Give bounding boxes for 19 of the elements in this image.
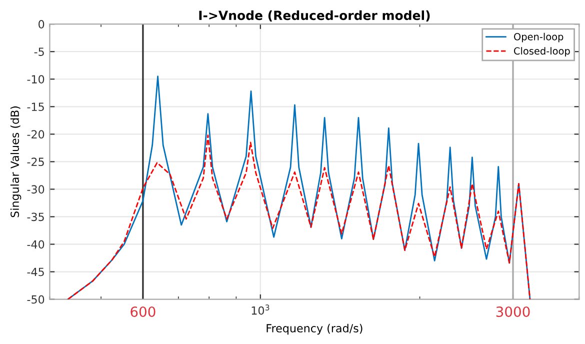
y-tick-label: -25 (27, 158, 44, 166)
y-tick-label: -45 (27, 268, 44, 276)
chart-title: I->Vnode (Reduced-order model) (199, 10, 430, 22)
y-tick-label: -20 (27, 130, 44, 139)
y-tick-label: -10 (27, 75, 44, 84)
y-axis-title: Singular Values (dB) (10, 106, 22, 218)
legend-label: Open-loop (514, 32, 564, 42)
legend-label: Closed-loop (514, 47, 570, 57)
y-tick-label: -5 (34, 48, 44, 56)
y-tick-label: -50 (27, 295, 44, 304)
y-tick-label: -40 (27, 240, 44, 249)
y-tick-label: -15 (27, 102, 44, 112)
x-tick-label: 3000 (496, 306, 530, 317)
y-tick-label: -35 (27, 212, 44, 222)
x-tick-label: 600 (130, 306, 156, 317)
y-tick-label: -30 (27, 185, 44, 194)
x-axis-title: Frequency (rad/s) (266, 324, 362, 335)
y-tick-label: 0 (38, 20, 44, 28)
x-tick-label: 10$^{3}$ (252, 304, 270, 315)
